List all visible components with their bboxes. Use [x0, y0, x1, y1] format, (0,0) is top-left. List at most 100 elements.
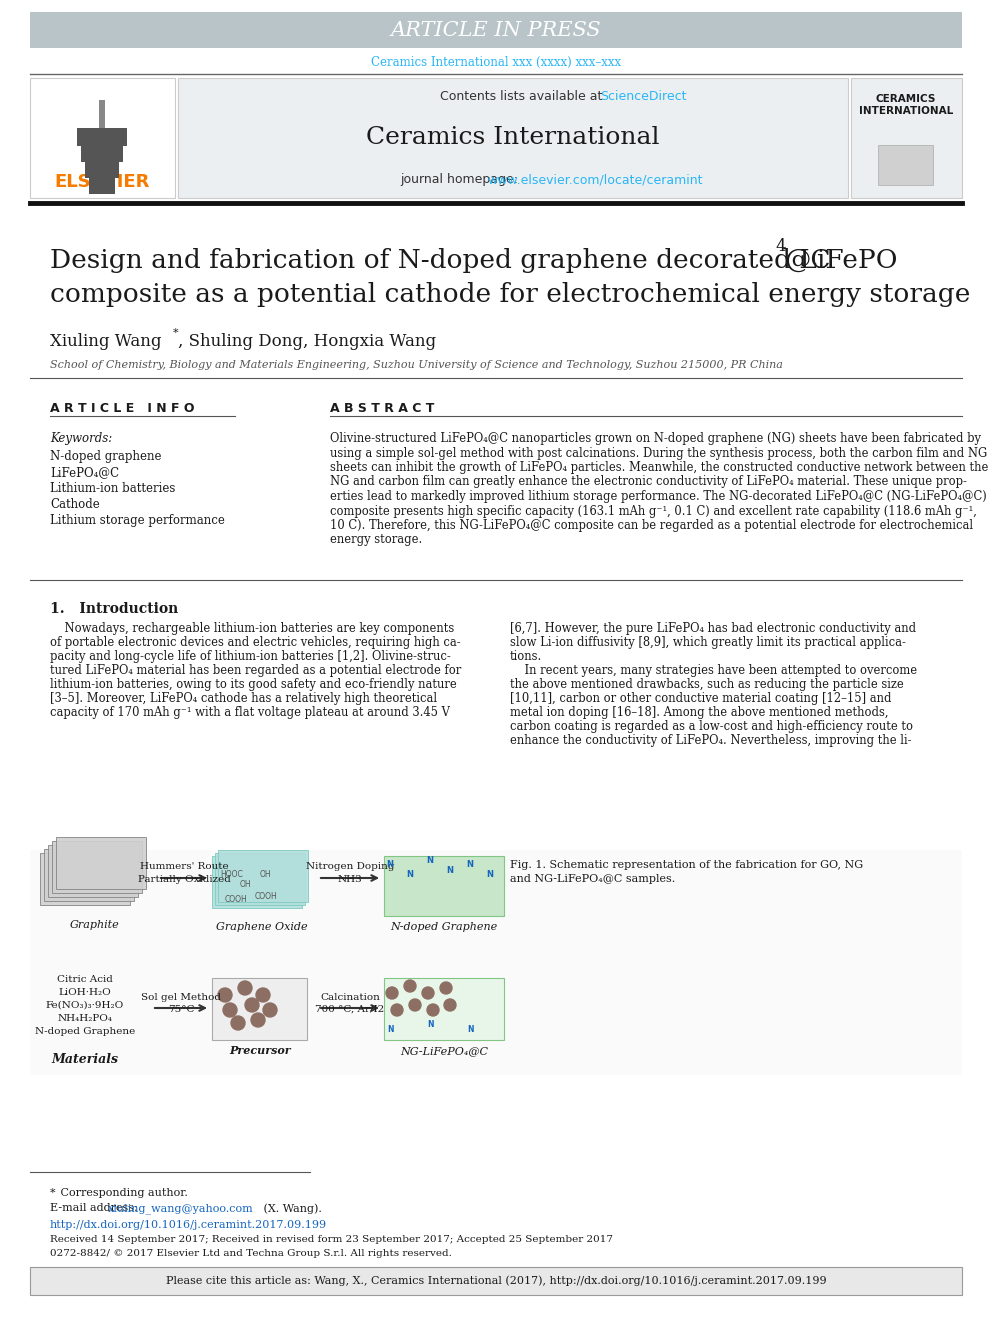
- Text: OH: OH: [260, 871, 272, 878]
- Text: Partially Oxidized: Partially Oxidized: [138, 875, 230, 884]
- Circle shape: [444, 999, 456, 1011]
- Text: NG-LiFePO₄@C: NG-LiFePO₄@C: [400, 1046, 488, 1056]
- Text: using a simple sol-gel method with post calcinations. During the synthesis proce: using a simple sol-gel method with post …: [330, 446, 987, 459]
- Text: ELSEVIER: ELSEVIER: [55, 173, 150, 191]
- Text: Hummers' Route: Hummers' Route: [140, 863, 228, 871]
- Text: Corresponding author.: Corresponding author.: [57, 1188, 187, 1199]
- FancyBboxPatch shape: [52, 841, 142, 893]
- Text: energy storage.: energy storage.: [330, 533, 423, 546]
- FancyBboxPatch shape: [30, 12, 962, 48]
- Text: E-mail address:: E-mail address:: [50, 1203, 141, 1213]
- Text: Lithium-ion batteries: Lithium-ion batteries: [50, 482, 176, 495]
- Text: Nitrogen Doping: Nitrogen Doping: [306, 863, 394, 871]
- Text: [3–5]. Moreover, LiFePO₄ cathode has a relatively high theoretical: [3–5]. Moreover, LiFePO₄ cathode has a r…: [50, 692, 437, 705]
- Text: erties lead to markedly improved lithium storage performance. The NG-decorated L: erties lead to markedly improved lithium…: [330, 490, 987, 503]
- FancyBboxPatch shape: [384, 856, 504, 916]
- Bar: [99, 101, 105, 130]
- Text: N: N: [467, 1025, 473, 1035]
- FancyBboxPatch shape: [218, 849, 308, 902]
- Text: NH3: NH3: [337, 875, 362, 884]
- Circle shape: [256, 988, 270, 1002]
- Bar: [85, 160, 119, 179]
- Text: Received 14 September 2017; Received in revised form 23 September 2017; Accepted: Received 14 September 2017; Received in …: [50, 1234, 613, 1244]
- Text: Calcination: Calcination: [320, 994, 380, 1002]
- Text: http://dx.doi.org/10.1016/j.ceramint.2017.09.199: http://dx.doi.org/10.1016/j.ceramint.201…: [50, 1220, 327, 1230]
- Text: N: N: [427, 856, 434, 865]
- Circle shape: [238, 980, 252, 995]
- FancyBboxPatch shape: [851, 78, 962, 198]
- Text: 75°C: 75°C: [168, 1005, 194, 1013]
- FancyBboxPatch shape: [30, 78, 175, 198]
- Text: Fe(NO₃)₃·9H₂O: Fe(NO₃)₃·9H₂O: [46, 1002, 124, 1009]
- Text: [6,7]. However, the pure LiFePO₄ has bad electronic conductivity and: [6,7]. However, the pure LiFePO₄ has bad…: [510, 622, 917, 635]
- Text: slow Li-ion diffusivity [8,9], which greatly limit its practical applica-: slow Li-ion diffusivity [8,9], which gre…: [510, 636, 906, 650]
- Text: LiFePO₄@C: LiFePO₄@C: [50, 466, 119, 479]
- Circle shape: [427, 1004, 439, 1016]
- Text: LiOH·H₂O: LiOH·H₂O: [59, 988, 111, 998]
- Text: N: N: [387, 860, 394, 869]
- Circle shape: [223, 1003, 237, 1017]
- Text: A R T I C L E   I N F O: A R T I C L E I N F O: [50, 402, 194, 415]
- FancyBboxPatch shape: [384, 978, 504, 1040]
- Text: NH₄H₂PO₄: NH₄H₂PO₄: [58, 1013, 112, 1023]
- Text: @C: @C: [784, 247, 830, 273]
- Circle shape: [386, 987, 398, 999]
- Circle shape: [440, 982, 452, 994]
- Text: Contents lists available at: Contents lists available at: [440, 90, 606, 103]
- FancyBboxPatch shape: [215, 853, 305, 905]
- Text: Graphite: Graphite: [70, 919, 120, 930]
- FancyBboxPatch shape: [44, 849, 134, 901]
- Text: CERAMICS
INTERNATIONAL: CERAMICS INTERNATIONAL: [859, 94, 953, 116]
- Text: ScienceDirect: ScienceDirect: [600, 90, 686, 103]
- Text: journal homepage:: journal homepage:: [400, 173, 522, 187]
- Text: lithium-ion batteries, owing to its good safety and eco-friendly nature: lithium-ion batteries, owing to its good…: [50, 677, 456, 691]
- Circle shape: [404, 980, 416, 992]
- Text: N-doped graphene: N-doped graphene: [50, 450, 162, 463]
- Circle shape: [251, 1013, 265, 1027]
- Text: 4: 4: [775, 238, 786, 255]
- Text: *: *: [50, 1188, 56, 1199]
- Text: and NG-LiFePO₄@C samples.: and NG-LiFePO₄@C samples.: [510, 875, 676, 884]
- Text: Keywords:: Keywords:: [50, 433, 112, 445]
- Circle shape: [231, 1016, 245, 1031]
- Text: xiuling_wang@yahoo.com: xiuling_wang@yahoo.com: [108, 1203, 254, 1213]
- Text: Lithium storage performance: Lithium storage performance: [50, 515, 225, 527]
- Text: N: N: [446, 867, 453, 875]
- Text: Ceramics International xxx (xxxx) xxx–xxx: Ceramics International xxx (xxxx) xxx–xx…: [371, 56, 621, 69]
- Text: COOH: COOH: [255, 892, 278, 901]
- Bar: [89, 176, 115, 194]
- Circle shape: [218, 988, 232, 1002]
- Text: , Shuling Dong, Hongxia Wang: , Shuling Dong, Hongxia Wang: [178, 333, 436, 351]
- FancyBboxPatch shape: [40, 853, 130, 905]
- Text: Citric Acid: Citric Acid: [58, 975, 113, 984]
- Text: the above mentioned drawbacks, such as reducing the particle size: the above mentioned drawbacks, such as r…: [510, 677, 904, 691]
- Circle shape: [263, 1003, 277, 1017]
- Text: tured LiFePO₄ material has been regarded as a potential electrode for: tured LiFePO₄ material has been regarded…: [50, 664, 461, 677]
- Text: N: N: [466, 860, 473, 869]
- Text: 700 °C, Ar/I2: 700 °C, Ar/I2: [315, 1005, 385, 1013]
- Text: composite presents high specific capacity (163.1 mAh g⁻¹, 0.1 C) and excellent r: composite presents high specific capacit…: [330, 504, 977, 517]
- Text: Cathode: Cathode: [50, 497, 100, 511]
- FancyBboxPatch shape: [878, 146, 933, 185]
- Text: Ceramics International: Ceramics International: [366, 127, 660, 149]
- Text: Graphene Oxide: Graphene Oxide: [216, 922, 308, 931]
- FancyBboxPatch shape: [48, 845, 138, 897]
- FancyBboxPatch shape: [178, 78, 848, 198]
- Text: 10 C). Therefore, this NG-LiFePO₄@C composite can be regarded as a potential ele: 10 C). Therefore, this NG-LiFePO₄@C comp…: [330, 519, 973, 532]
- Text: enhance the conductivity of LiFePO₄. Nevertheless, improving the li-: enhance the conductivity of LiFePO₄. Nev…: [510, 734, 912, 747]
- Bar: [81, 144, 123, 161]
- Text: NG and carbon film can greatly enhance the electronic conductivity of LiFePO₄ ma: NG and carbon film can greatly enhance t…: [330, 475, 967, 488]
- Text: N: N: [387, 1025, 393, 1035]
- Text: *: *: [173, 328, 179, 337]
- Text: OH: OH: [240, 880, 252, 889]
- Text: 1.   Introduction: 1. Introduction: [50, 602, 179, 617]
- Text: Xiuling Wang: Xiuling Wang: [50, 333, 162, 351]
- Text: composite as a potential cathode for electrochemical energy storage: composite as a potential cathode for ele…: [50, 282, 970, 307]
- Text: Nowadays, rechargeable lithium-ion batteries are key components: Nowadays, rechargeable lithium-ion batte…: [50, 622, 454, 635]
- Text: ARTICLE IN PRESS: ARTICLE IN PRESS: [391, 20, 601, 40]
- Text: tions.: tions.: [510, 650, 543, 663]
- Circle shape: [391, 1004, 403, 1016]
- Text: metal ion doping [16–18]. Among the above mentioned methods,: metal ion doping [16–18]. Among the abov…: [510, 706, 889, 718]
- Text: N-doped Graphene: N-doped Graphene: [35, 1027, 135, 1036]
- Text: COOH: COOH: [225, 894, 248, 904]
